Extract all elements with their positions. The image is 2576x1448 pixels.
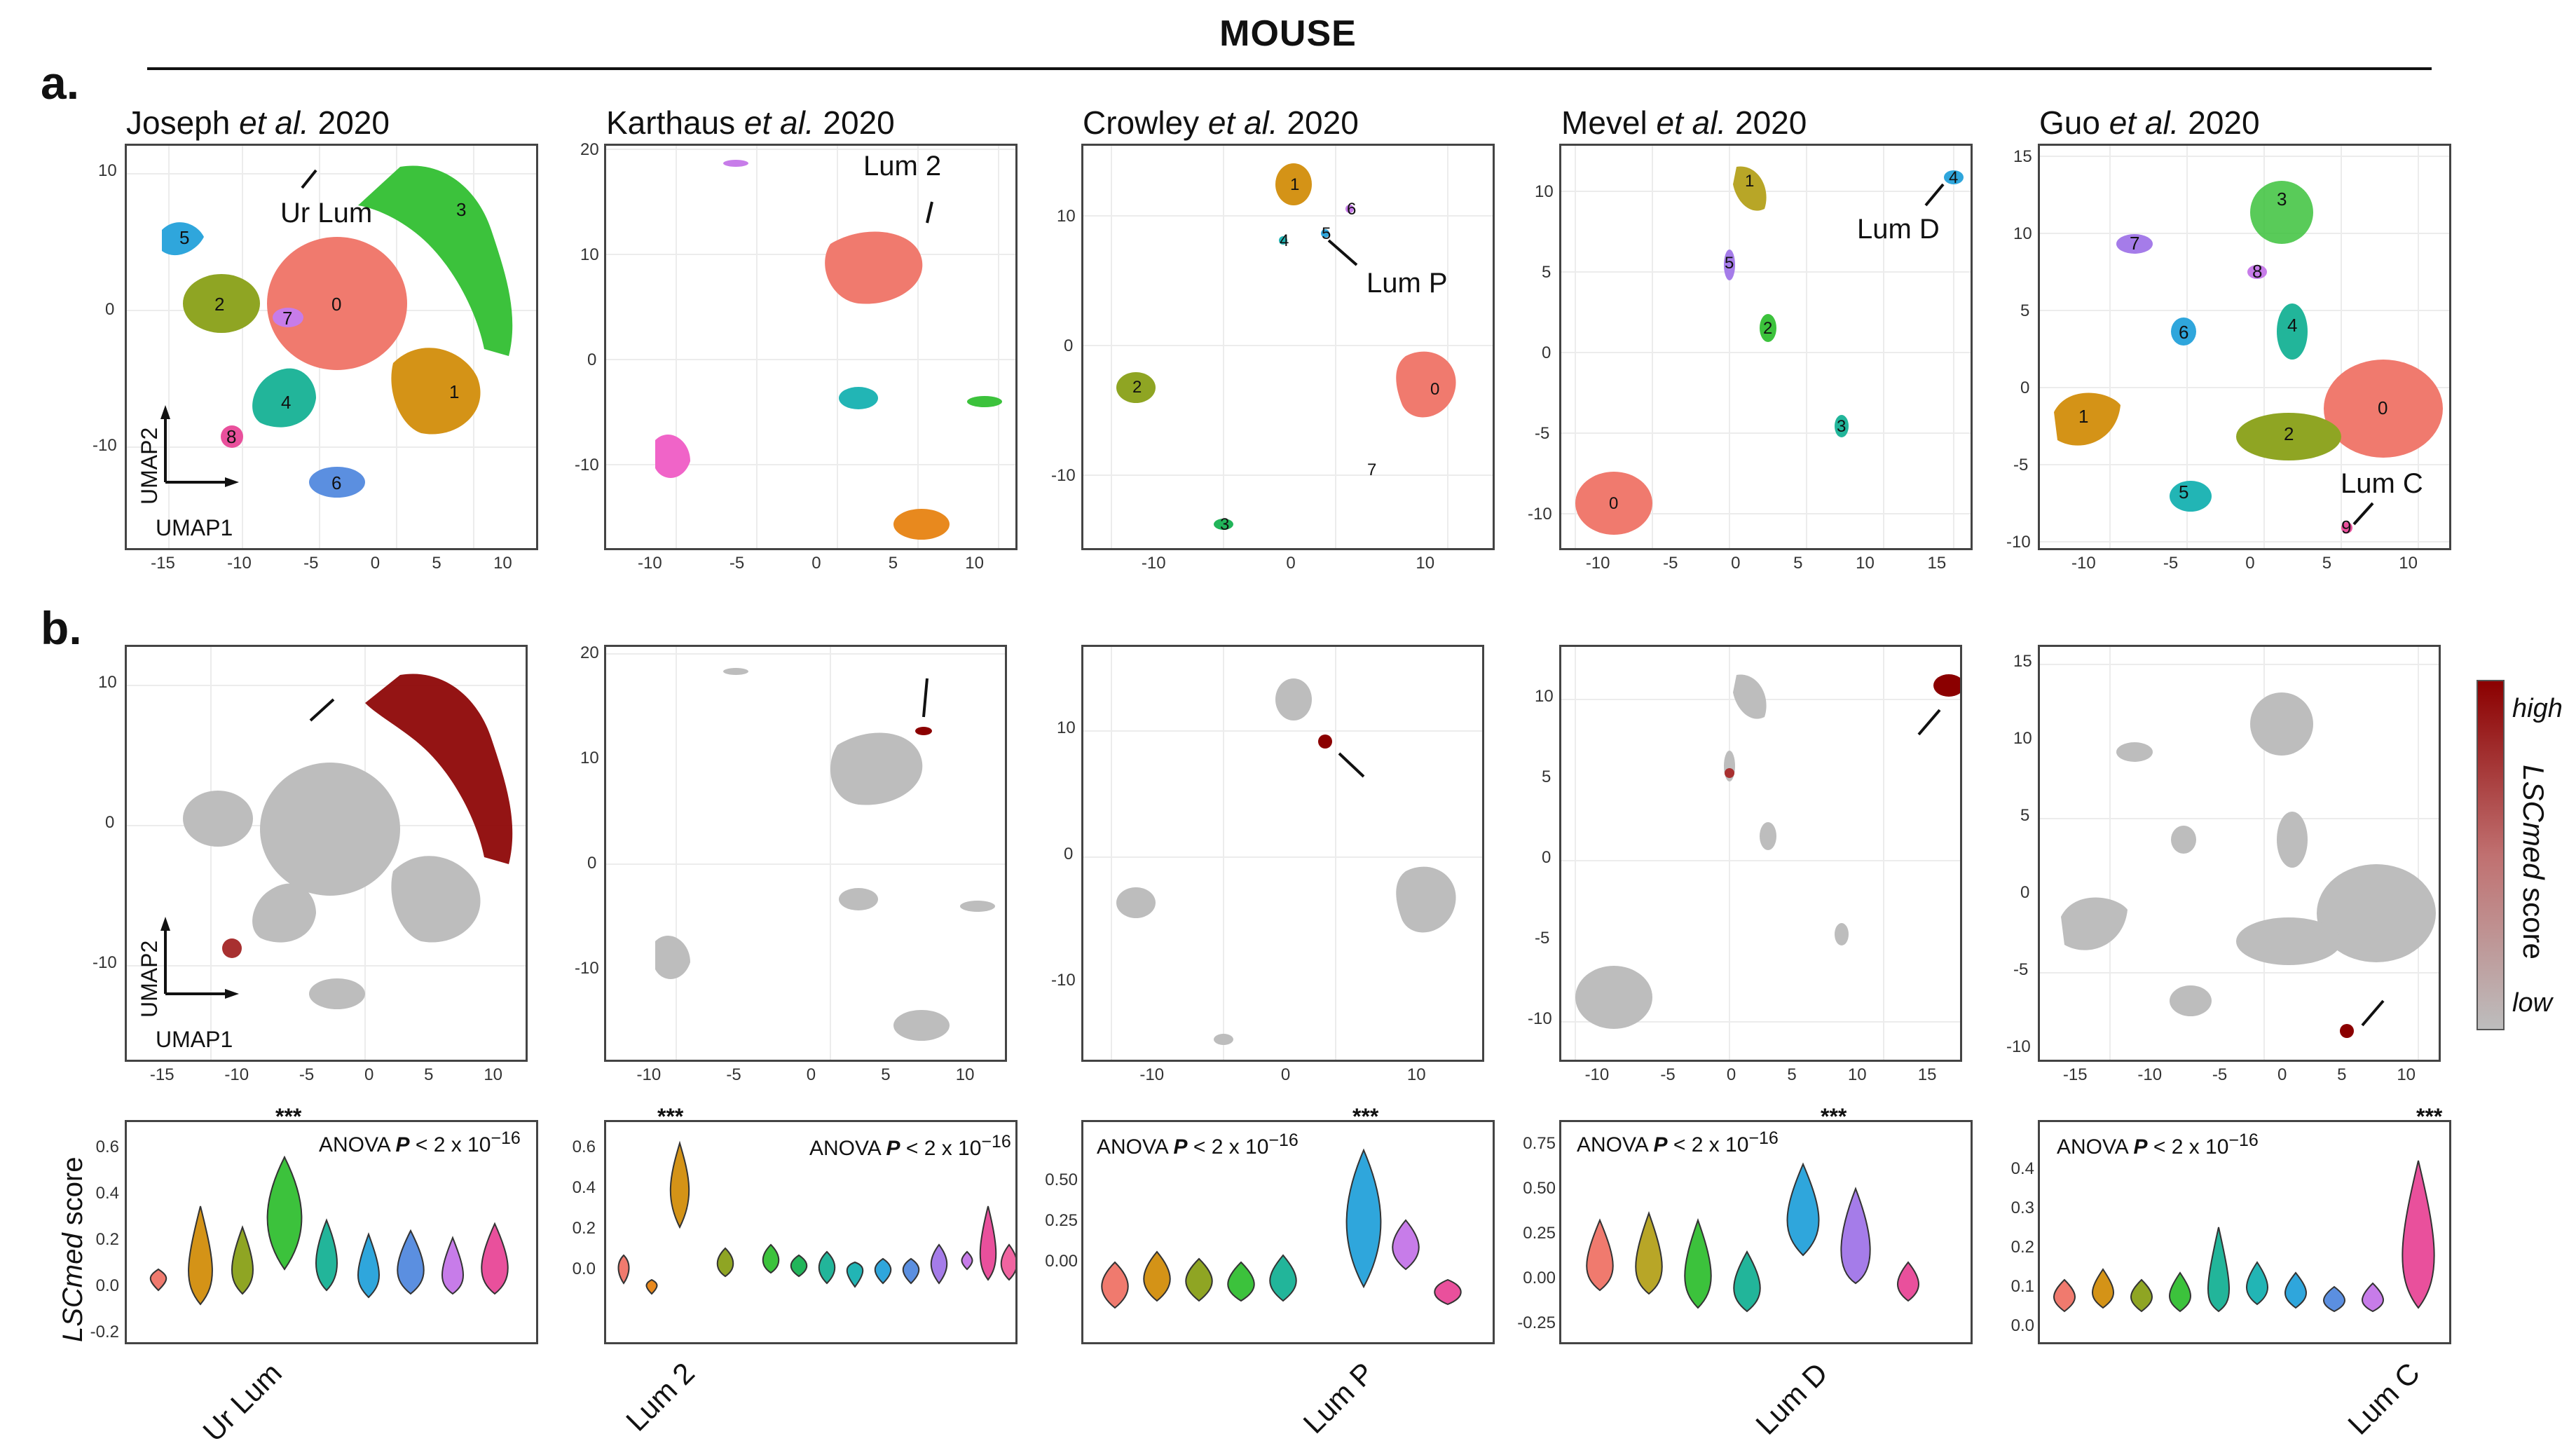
umap-a-mevel: 0 1 2 3 4 5 [1559, 144, 1973, 550]
violin-yticks-karthaus: 0.6 0.4 0.2 0.0 [572, 1138, 596, 1278]
score-colorbar [2476, 680, 2505, 1030]
violin-mevel [1559, 1120, 1973, 1344]
legend-low: low [2512, 988, 2553, 1018]
umap2-label-a: UMAP2 [137, 427, 162, 505]
sig-stars-guo: *** [2416, 1104, 2443, 1129]
cluster-label-4: 4 [2287, 315, 2297, 336]
anova-joseph: ANOVA P < 2 x 10−16 [319, 1128, 521, 1156]
cluster-label-7: 7 [2130, 233, 2139, 254]
cluster-7 [273, 308, 303, 327]
study-title-karthaus: Karthaus et al. 2020 [606, 104, 895, 141]
cluster-label-2: 2 [1132, 378, 1142, 397]
violin-yticks-mevel: 0.75 0.50 0.25 0.00 -0.25 [1517, 1134, 1556, 1332]
cluster-label-7: 7 [282, 308, 292, 329]
figure-title: MOUSE [1219, 13, 1357, 54]
study-title-mevel: Mevel et al. 2020 [1561, 104, 1807, 141]
cluster-6 [309, 467, 365, 498]
cluster-label-5: 5 [179, 227, 189, 248]
callout-lum-2: Lum 2 [863, 151, 942, 182]
title-rule [147, 67, 2432, 70]
cluster-1 [391, 348, 481, 435]
cluster-label-8: 8 [226, 426, 236, 447]
umap-a-karthaus [604, 144, 1018, 550]
cluster-label-3: 3 [1837, 417, 1846, 436]
violin-yticks-joseph: 0.6 0.4 0.2 0.0 -0.2 [90, 1138, 119, 1341]
violin-label-lum-2: Lum 2 [619, 1356, 701, 1437]
cluster-8 [221, 425, 243, 448]
cluster-label-5: 5 [1322, 224, 1331, 243]
cluster-0 [267, 237, 407, 370]
umap-b-guo [2038, 645, 2441, 1062]
study-title-guo: Guo et al. 2020 [2039, 104, 2260, 141]
cluster-2 [183, 274, 260, 333]
umap-a-guo: 0 1 2 3 4 5 6 7 8 9 [2038, 144, 2451, 550]
panel-b-label: b. [41, 602, 82, 654]
cluster-label-4: 4 [1949, 168, 1958, 187]
callout-lum-c: Lum C [2341, 468, 2423, 499]
study-title-joseph: Joseph et al. 2020 [126, 104, 390, 141]
violin-crowley [1081, 1120, 1495, 1344]
sig-stars-mevel: *** [1821, 1104, 1847, 1129]
violin-label-lum-p: Lum P [1296, 1356, 1381, 1440]
cluster-label-6: 6 [2179, 322, 2188, 343]
umap-b-karthaus [604, 645, 1007, 1062]
umap2-label-b: UMAP2 [137, 940, 162, 1018]
cluster-label-0: 0 [1430, 380, 1439, 399]
cluster-label-1: 1 [449, 381, 459, 402]
violin-guo [2038, 1120, 2451, 1344]
cluster-label-0: 0 [2378, 397, 2387, 418]
cluster-label-6: 6 [331, 472, 341, 493]
cluster-label-4: 4 [1280, 231, 1289, 250]
violin-karthaus [604, 1120, 1018, 1344]
cluster-3 [358, 165, 513, 356]
cluster-label-3: 3 [2277, 189, 2287, 210]
cluster-label-0: 0 [331, 294, 341, 315]
callout-ur-lum: Ur Lum [280, 198, 373, 228]
umap-b-mevel [1559, 645, 1962, 1062]
callout-lum-d: Lum D [1857, 214, 1940, 245]
anova-karthaus: ANOVA P < 2 x 10−16 [809, 1132, 1011, 1160]
cluster-label-2: 2 [2284, 423, 2294, 444]
cluster-label-9: 9 [2341, 517, 2351, 538]
cluster-5 [162, 222, 204, 256]
cluster-label-2: 2 [1763, 319, 1772, 338]
violin-yticks-guo: 0.4 0.3 0.2 0.1 0.0 [2010, 1159, 2034, 1335]
sig-stars-crowley: *** [1352, 1104, 1379, 1129]
callout-lum-p: Lum P [1366, 268, 1448, 299]
cluster-label-6: 6 [1347, 200, 1356, 219]
cluster-label-1: 1 [1745, 172, 1754, 191]
umap-b-joseph [125, 645, 528, 1062]
legend-title: LSCmed score [2517, 765, 2550, 959]
cluster-label-7: 7 [1367, 460, 1376, 479]
cluster-label-4: 4 [281, 392, 291, 413]
cluster-label-1: 1 [2078, 406, 2088, 427]
violin-label-lum-d: Lum D [1749, 1356, 1834, 1441]
violin-yticks-crowley: 0.50 0.25 0.00 [1045, 1170, 1078, 1271]
cluster-label-2: 2 [214, 294, 224, 315]
cluster-label-3: 3 [456, 199, 466, 220]
violin-label-lum-c: Lum C [2341, 1356, 2426, 1441]
cluster-label-5: 5 [2179, 481, 2188, 503]
umap-a-crowley: 0 1 2 3 4 5 6 7 [1081, 144, 1495, 550]
violin-label-ur-lum: Ur Lum [196, 1356, 288, 1448]
cluster-label-1: 1 [1290, 175, 1299, 194]
umap-b-crowley [1081, 645, 1484, 1062]
umap-a-joseph: 0 1 2 3 4 5 6 7 8 [125, 144, 538, 550]
violin-joseph [125, 1120, 538, 1344]
study-title-crowley: Crowley et al. 2020 [1083, 104, 1359, 141]
cluster-4 [252, 368, 316, 428]
sig-stars-joseph: *** [275, 1104, 302, 1129]
umap1-label-b: UMAP1 [156, 1027, 233, 1052]
cluster-label-0: 0 [1609, 494, 1618, 513]
anova-guo: ANOVA P < 2 x 10−16 [2057, 1131, 2259, 1159]
legend-high: high [2512, 694, 2563, 723]
anova-mevel: ANOVA P < 2 x 10−16 [1577, 1128, 1779, 1156]
umap1-label-a: UMAP1 [156, 515, 233, 540]
cluster-label-5: 5 [1725, 254, 1734, 273]
cluster-label-8: 8 [2252, 261, 2262, 282]
panel-a-label: a. [41, 57, 80, 109]
sig-stars-karthaus: *** [657, 1104, 684, 1129]
anova-crowley: ANOVA P < 2 x 10−16 [1097, 1131, 1299, 1159]
cluster-label-3: 3 [1220, 515, 1229, 534]
